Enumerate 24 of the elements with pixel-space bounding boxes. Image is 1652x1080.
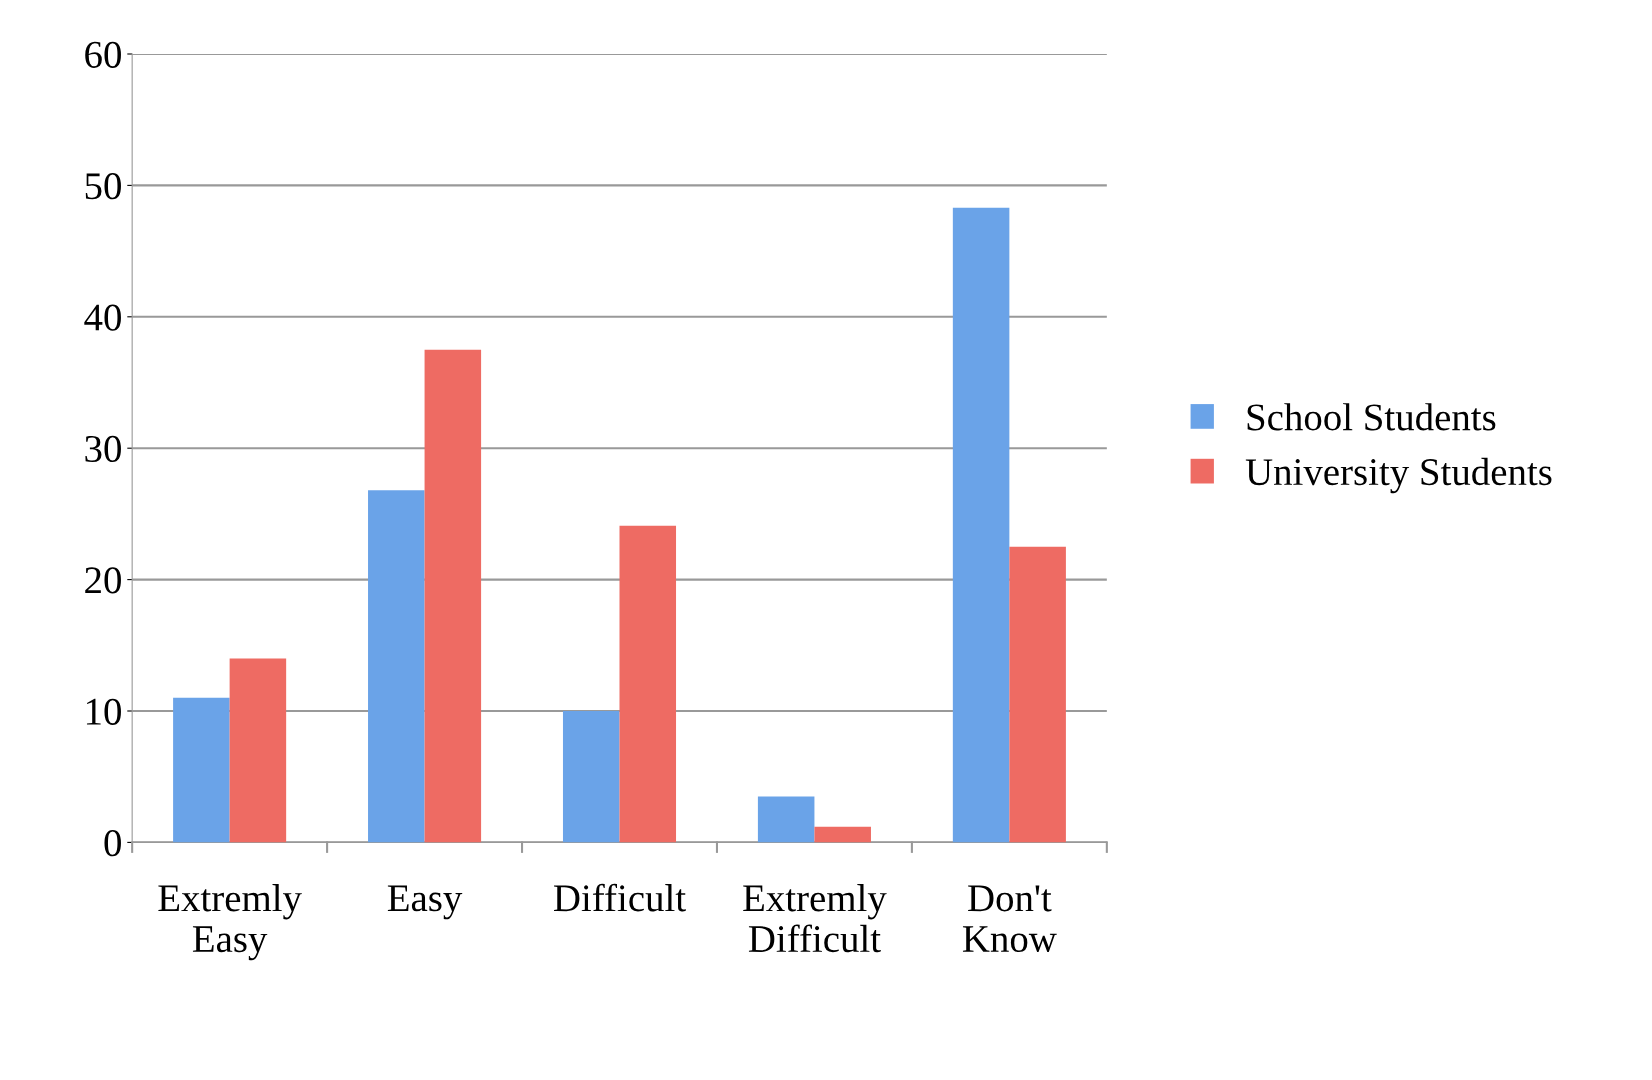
y-tick-label: 50 [85, 173, 121, 200]
bar [173, 697, 230, 843]
y-tick-label: 40 [84, 304, 121, 331]
bar [368, 490, 425, 843]
bar [757, 796, 815, 843]
bar [229, 658, 287, 843]
bar [424, 349, 482, 843]
y-tick-label: 20 [85, 567, 121, 594]
x-tick-label: Easy [387, 885, 463, 920]
legend-label: University Students [1245, 457, 1552, 494]
y-tick-label: 10 [86, 698, 121, 725]
bar [952, 207, 1010, 843]
legend-label: School Students [1247, 403, 1496, 431]
y-tick-label: 60 [85, 41, 121, 68]
x-tick-label: Don't Know [962, 885, 1057, 953]
bar [814, 826, 871, 843]
x-tick-label: Extremly Difficult [743, 884, 887, 953]
bar [562, 711, 620, 843]
x-tick-label: Difficult [554, 883, 686, 912]
x-tick-label: Extremly Easy [158, 884, 302, 961]
y-tick-label: 30 [85, 435, 121, 463]
y-tick-label: 0 [104, 830, 121, 857]
bar [1009, 546, 1066, 843]
bar [619, 525, 677, 843]
